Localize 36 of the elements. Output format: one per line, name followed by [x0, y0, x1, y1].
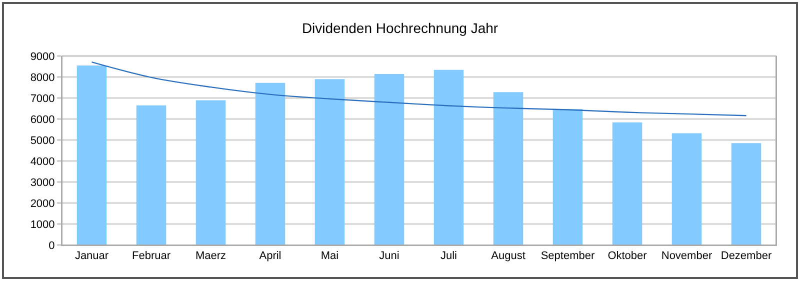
- bar: [434, 70, 464, 245]
- bar: [374, 74, 404, 245]
- x-tick-label: September: [540, 250, 595, 262]
- bar: [136, 105, 166, 245]
- x-tick-label: Juli: [440, 250, 458, 262]
- y-tick-label: 6000: [30, 114, 55, 126]
- y-tick-label: 2000: [30, 198, 55, 210]
- bar: [612, 122, 642, 245]
- bar: [493, 92, 524, 245]
- x-tick-label: Februar: [132, 250, 171, 262]
- bar: [672, 133, 702, 245]
- x-tick-label: Dezember: [720, 250, 772, 262]
- y-tick-label: 5000: [30, 134, 55, 147]
- bar: [314, 79, 345, 245]
- x-tick-label: April: [259, 250, 282, 262]
- bar: [731, 143, 762, 245]
- y-tick-label: 7000: [30, 92, 55, 105]
- y-tick-label: 3000: [30, 176, 55, 189]
- y-tick-label: 9000: [30, 50, 55, 63]
- x-tick-label: Maerz: [195, 250, 226, 262]
- bar: [76, 65, 107, 245]
- bar: [255, 82, 286, 245]
- bar: [196, 100, 226, 245]
- y-tick-label: 1000: [30, 218, 55, 231]
- line-series: [91, 61, 747, 116]
- x-tick-label: Juni: [379, 250, 400, 262]
- x-tick-label: November: [661, 250, 712, 262]
- x-tick-label: Januar: [74, 250, 109, 262]
- bar: [552, 109, 583, 245]
- y-tick-label: 0: [48, 240, 55, 252]
- x-tick-label: Oktober: [608, 250, 648, 262]
- y-tick-label: 4000: [30, 156, 55, 168]
- chart-title: Dividenden Hochrechnung Jahr: [302, 20, 498, 36]
- x-tick-label: Mai: [320, 250, 339, 262]
- y-tick-label: 8000: [30, 72, 55, 84]
- x-tick-label: August: [491, 250, 526, 262]
